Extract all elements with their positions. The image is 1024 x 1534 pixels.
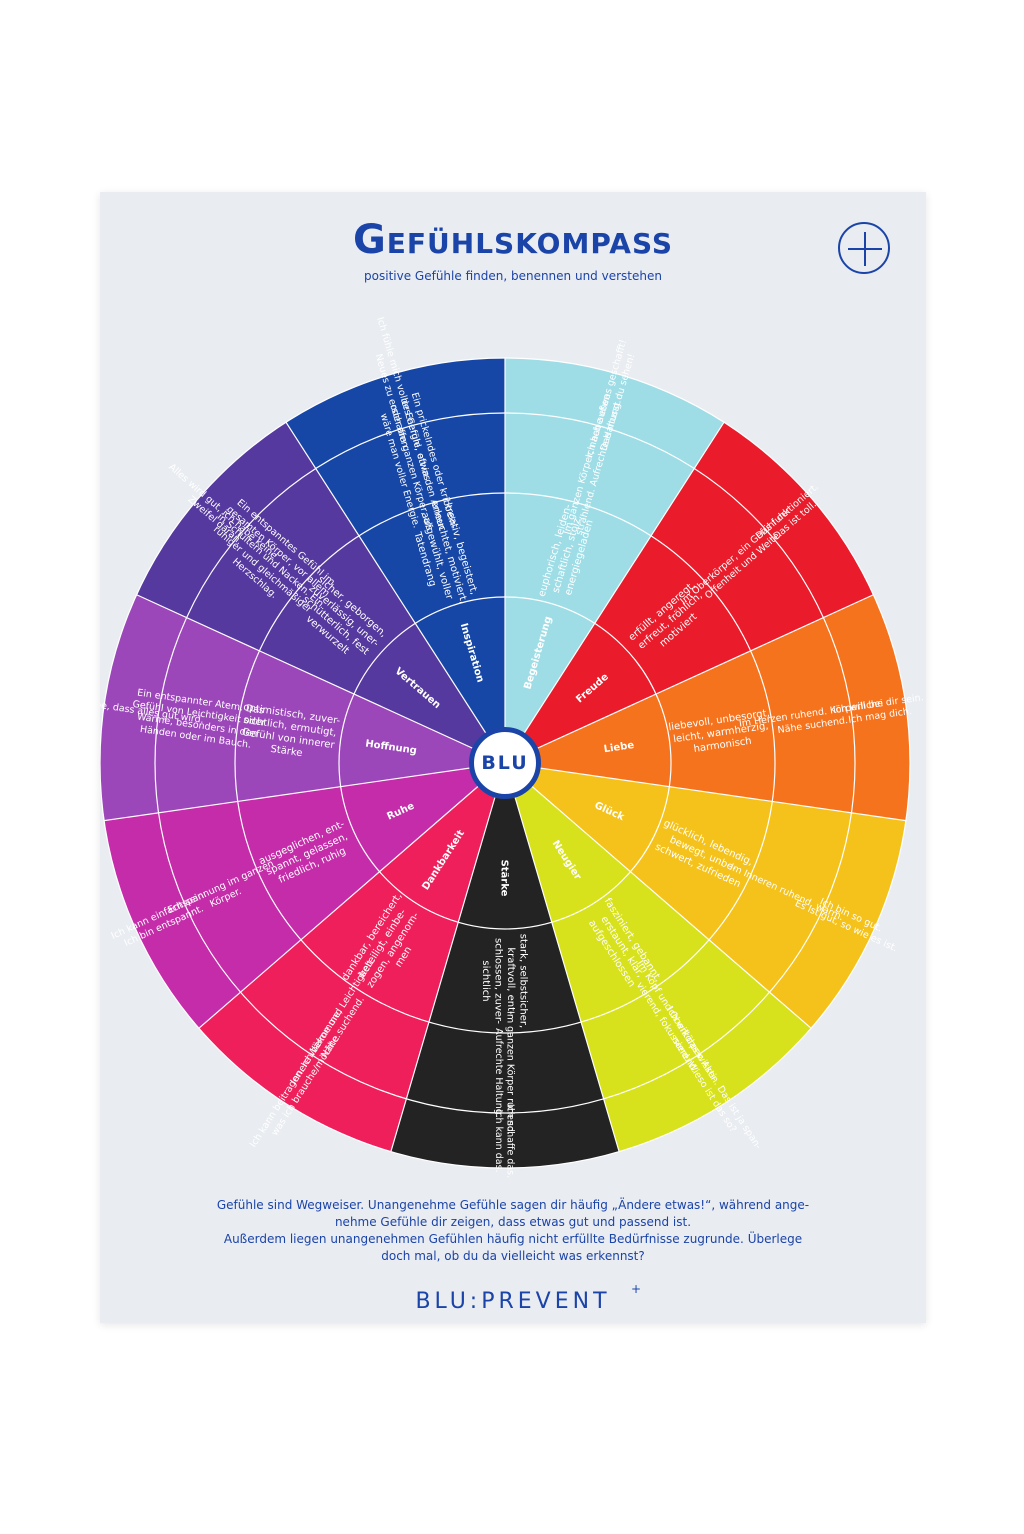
wheel-hub: BLU xyxy=(469,727,541,799)
plus-circle-icon xyxy=(838,222,890,274)
sector-thought-stärke: Ich schaffe das.Ich kann das. xyxy=(493,1104,516,1178)
wheel-spoke xyxy=(504,762,906,822)
wheel-spoke xyxy=(285,421,506,764)
sector-body-stärke-line: Aufrechte Haltung. xyxy=(493,1028,504,1118)
poster: Gefühlskompass positive Gefühle finden, … xyxy=(100,192,926,1323)
sector-name-liebe: Liebe xyxy=(603,740,635,755)
poster-subtitle: positive Gefühle finden, benennen und ve… xyxy=(364,269,662,283)
wheel-spoke xyxy=(104,762,506,822)
wheel-sector-neugier xyxy=(505,763,812,1152)
sector-body-stärke-line: Im ganzen Körper ruhend. xyxy=(505,1011,516,1135)
hub-label: BLU xyxy=(481,752,529,774)
footer-line: doch mal, ob du da vielleicht was erkenn… xyxy=(381,1249,645,1263)
wheel-sector-freude xyxy=(505,422,874,763)
sector-words-inspiration: kreativ, begeistert,erleuchtet, motivier… xyxy=(404,496,480,612)
wheel-sector-inspiration xyxy=(286,358,505,763)
wheel-sector-vertrauen xyxy=(136,422,505,763)
wheel-spoke xyxy=(504,594,874,764)
poster-title: Gefühlskompass xyxy=(352,217,674,263)
wheel-spoke xyxy=(198,762,506,1029)
sector-words-stärke-line: sichtlich xyxy=(480,960,491,1001)
sector-words-stärke-line: stark, selbstsicher, xyxy=(517,934,528,1028)
wheel-sector-begeisterung xyxy=(505,358,724,763)
sector-name-stärke: Stärke xyxy=(499,860,510,897)
footer-text: Gefühle sind Wegweiser. Unangenehme Gefü… xyxy=(200,1197,826,1265)
wheel-spoke xyxy=(504,762,812,1029)
wheel-sector-liebe xyxy=(505,594,911,821)
footer-line: Gefühle sind Wegweiser. Unangenehme Gefü… xyxy=(216,1198,810,1212)
wheel-sector-ruhe xyxy=(104,763,505,1029)
sector-words-stärke: stark, selbstsicher,kraftvoll, ent-schlo… xyxy=(480,934,529,1028)
brand-plus-mark: + xyxy=(631,1282,642,1296)
sector-words-stärke-line: kraftvoll, ent- xyxy=(505,947,516,1015)
wheel-sector-dankbarkeit xyxy=(198,763,505,1152)
sector-name-liebe-line: Liebe xyxy=(603,740,635,755)
sector-thought-stärke-line: Ich kann das. xyxy=(493,1109,504,1172)
sector-body-stärke: Im ganzen Körper ruhend.Aufrechte Haltun… xyxy=(493,1011,516,1135)
wheel-spoke xyxy=(136,594,506,764)
wheel-sector-glück xyxy=(505,763,906,1029)
footer-line: Außerdem liegen unangenehmen Gefühlen hä… xyxy=(223,1232,803,1246)
sector-name-stärke-line: Stärke xyxy=(499,860,510,897)
sector-thought-stärke-line: Ich schaffe das. xyxy=(505,1104,516,1178)
wheel-spoke xyxy=(390,762,506,1152)
footer-line: nehme Gefühle dir zeigen, dass etwas gut… xyxy=(334,1215,692,1229)
brand-logo: BLU:PREVENT xyxy=(415,1289,611,1314)
wheel-spoke xyxy=(504,421,725,764)
wheel-spoke xyxy=(504,762,620,1152)
wheel-sector-stärke xyxy=(390,763,620,1169)
sector-words-stärke-line: schlossen, zuver- xyxy=(492,938,503,1024)
wheel-sector-hoffnung xyxy=(100,594,505,821)
sector-words-hoffnung-line: Stärke xyxy=(270,744,303,759)
